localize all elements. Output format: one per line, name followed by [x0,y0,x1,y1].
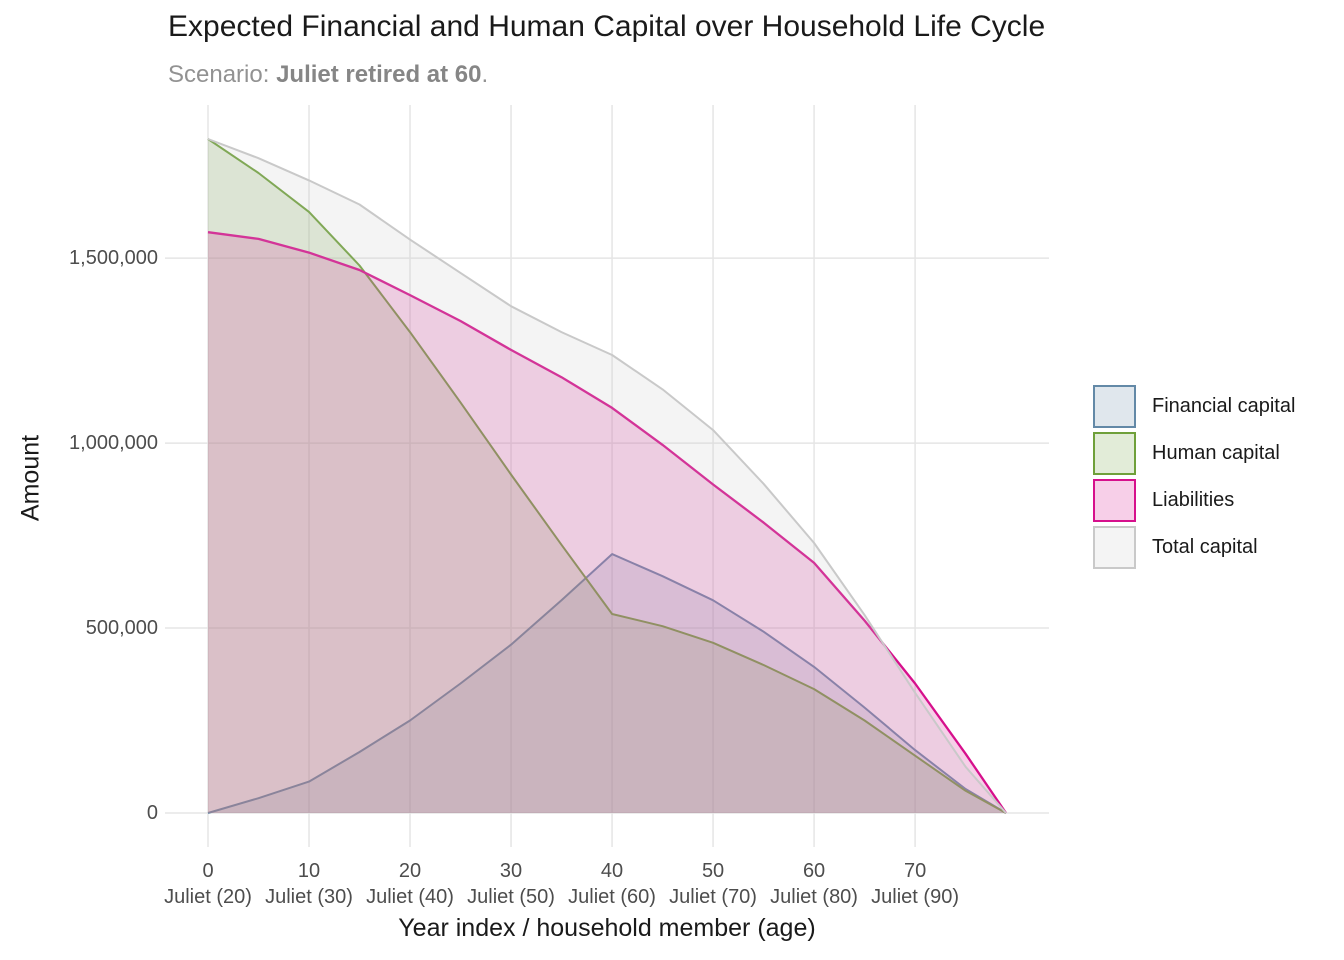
legend-label-liabilities: Liabilities [1152,489,1235,511]
x-tick-label-member: Juliet (50) [467,886,555,908]
legend-key-liabilities [1093,479,1136,522]
legend-key-human-capital [1093,432,1136,475]
x-tick-label-member: Juliet (70) [669,886,757,908]
chart-subtitle: Scenario: Juliet retired at 60. [168,61,488,89]
x-tick-label-member: Juliet (40) [366,886,454,908]
x-tick-label-member: Juliet (20) [164,886,252,908]
legend-item-liabilities: Liabilities [1093,479,1295,522]
legend-key-total-capital [1093,526,1136,569]
line-total-capital [207,138,1007,814]
y-tick-label: 1,000,000 [69,432,158,455]
x-tick-label-year: 20 [398,860,422,882]
legend-key-financial-capital [1093,385,1136,428]
chart-title: Expected Financial and Human Capital ove… [168,10,1046,43]
legend-label-financial-capital: Financial capital [1152,395,1296,417]
legend-item-financial-capital: Financial capital [1093,385,1295,428]
area-total-capital [208,139,1006,813]
x-tick-label-year: 70 [903,860,927,882]
subtitle-suffix: . [481,61,489,88]
y-axis-title: Amount [16,434,45,522]
area-liabilities [208,232,1006,813]
line-financial-capital [207,553,1007,814]
x-tick-label-member: Juliet (60) [568,886,656,908]
subtitle-prefix: Scenario: [168,61,277,88]
x-tick-label-year: 40 [600,860,624,882]
legend-label-total-capital: Total capital [1152,536,1258,558]
x-tick-label-member: Juliet (90) [871,886,959,908]
x-axis-title: Year index / household member (age) [398,914,816,942]
x-tick-label-member: Juliet (80) [770,886,858,908]
legend-item-human-capital: Human capital [1093,432,1295,475]
x-tick-label-member: Juliet (30) [265,886,353,908]
legend-label-human-capital: Human capital [1152,442,1280,464]
y-tick-label: 0 [146,802,158,824]
y-tick-label: 1,500,000 [69,247,158,270]
area-human-capital [208,139,1006,813]
x-tick-label-year: 50 [701,860,725,882]
x-tick-label-year: 30 [499,860,523,882]
legend: Financial capital Human capital Liabilitie… [1093,385,1295,573]
x-tick-label-year: 10 [297,860,321,882]
legend-item-total-capital: Total capital [1093,526,1295,569]
x-tick-label-year: 0 [202,860,214,882]
y-tick-label: 500,000 [85,617,158,640]
x-tick-label-year: 60 [802,860,826,882]
subtitle-scenario-name: Juliet retired at 60 [276,61,482,88]
area-financial-capital [208,554,1006,813]
line-human-capital [207,138,1007,814]
